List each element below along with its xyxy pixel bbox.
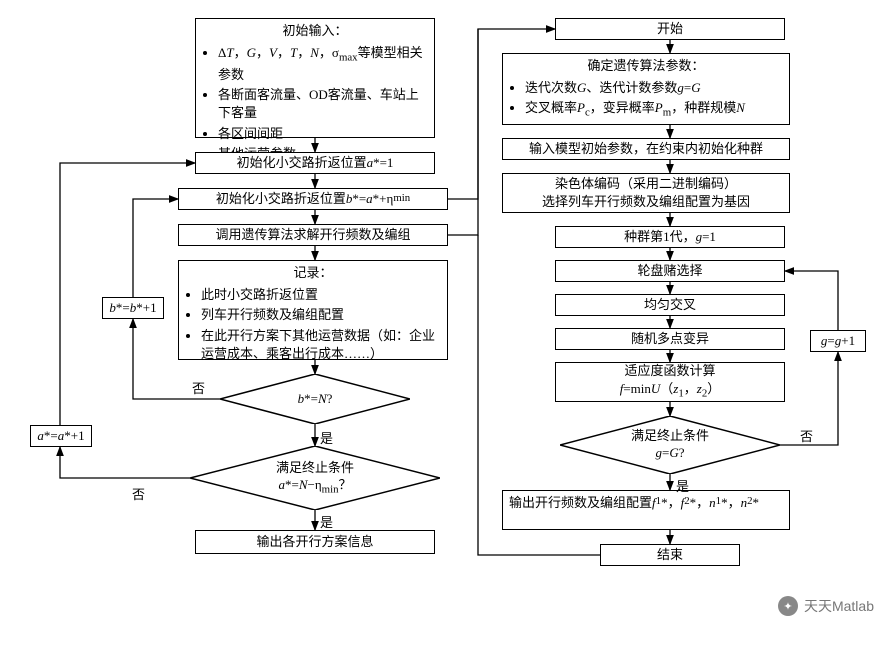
right-start: 开始 <box>555 18 785 40</box>
right-end: 结束 <box>600 544 740 566</box>
left-record-list: 此时小交路折返位置列车开行频数及编组配置在此开行方案下其他运营数据（如：企业运营… <box>185 286 441 363</box>
left-call-ga: 调用遗传算法求解开行频数及编组 <box>178 224 448 246</box>
left-diamond-b: b*=N? <box>220 374 410 424</box>
left-input-box: 初始输入： ΔT，G，V，T，N，σmax等模型相关参数各断面客流量、OD客流量… <box>195 18 435 138</box>
left-input-header: 初始输入： <box>202 22 428 40</box>
right-output: 输出开行频数及编组配置f1*，f2*，n1*，n2* <box>502 490 790 530</box>
left-record-item: 列车开行频数及编组配置 <box>201 306 441 324</box>
left-cond-b-text: b*=N? <box>220 374 410 424</box>
right-encode: 染色体编码（采用二进制编码） 选择列车开行频数及编组配置为基因 <box>502 173 790 213</box>
left-a-inc: a*=a*+1 <box>30 425 92 447</box>
watermark: ✦ 天天Matlab <box>778 596 874 616</box>
left-yes-b: 是 <box>320 428 333 447</box>
left-input-item: ΔT，G，V，T，N，σmax等模型相关参数 <box>218 44 428 84</box>
right-fitness-header: 适应度函数计算 <box>624 362 715 380</box>
left-diamond-a: 满足终止条件a*=N−ηmin？ <box>190 446 440 510</box>
right-cond-g-text: 满足终止条件g=G? <box>560 416 780 474</box>
left-no-a: 否 <box>132 484 145 503</box>
left-no-b: 否 <box>192 378 205 397</box>
right-ga-item: 交叉概率Pc，变异概率Pm，种群规模N <box>525 99 783 121</box>
right-no-g: 否 <box>800 426 813 445</box>
right-ga-header: 确定遗传算法参数： <box>509 57 783 75</box>
watermark-text: 天天Matlab <box>804 596 874 616</box>
right-ga-item: 迭代次数G、迭代计数参数g=G <box>525 79 783 97</box>
left-record-item: 此时小交路折返位置 <box>201 286 441 304</box>
left-input-list: ΔT，G，V，T，N，σmax等模型相关参数各断面客流量、OD客流量、车站上下客… <box>202 44 428 163</box>
left-yes-a: 是 <box>320 512 333 531</box>
left-init-a: 初始化小交路折返位置a*=1 <box>195 152 435 174</box>
left-b-inc: b*=b*+1 <box>102 297 164 319</box>
right-diamond-g: 满足终止条件g=G? <box>560 416 780 474</box>
right-init-pop: 输入模型初始参数，在约束内初始化种群 <box>502 138 790 160</box>
right-ga-list: 迭代次数G、迭代计数参数g=G 交叉概率Pc，变异概率Pm，种群规模N <box>509 79 783 121</box>
right-crossover: 均匀交叉 <box>555 294 785 316</box>
left-init-b: 初始化小交路折返位置b*=a*+ηmin <box>178 188 448 210</box>
right-mutation: 随机多点变异 <box>555 328 785 350</box>
right-g-inc: g=g+1 <box>810 330 866 352</box>
left-record-header: 记录： <box>185 264 441 282</box>
right-yes-g: 是 <box>676 476 689 495</box>
right-fitness-formula: f=minU（z1，z2） <box>620 380 721 402</box>
wechat-icon: ✦ <box>778 596 798 616</box>
right-roulette: 轮盘赌选择 <box>555 260 785 282</box>
left-input-item: 各区间间距 <box>218 125 428 143</box>
left-cond-a-text: 满足终止条件a*=N−ηmin？ <box>190 446 440 510</box>
right-gen1: 种群第1代，g=1 <box>555 226 785 248</box>
left-output: 输出各开行方案信息 <box>195 530 435 554</box>
left-record-item: 在此开行方案下其他运营数据（如：企业运营成本、乘客出行成本……） <box>201 327 441 363</box>
right-fitness: 适应度函数计算 f=minU（z1，z2） <box>555 362 785 402</box>
left-record-box: 记录： 此时小交路折返位置列车开行频数及编组配置在此开行方案下其他运营数据（如：… <box>178 260 448 360</box>
right-ga-params: 确定遗传算法参数： 迭代次数G、迭代计数参数g=G 交叉概率Pc，变异概率Pm，种… <box>502 53 790 125</box>
left-input-item: 各断面客流量、OD客流量、车站上下客量 <box>218 86 428 122</box>
